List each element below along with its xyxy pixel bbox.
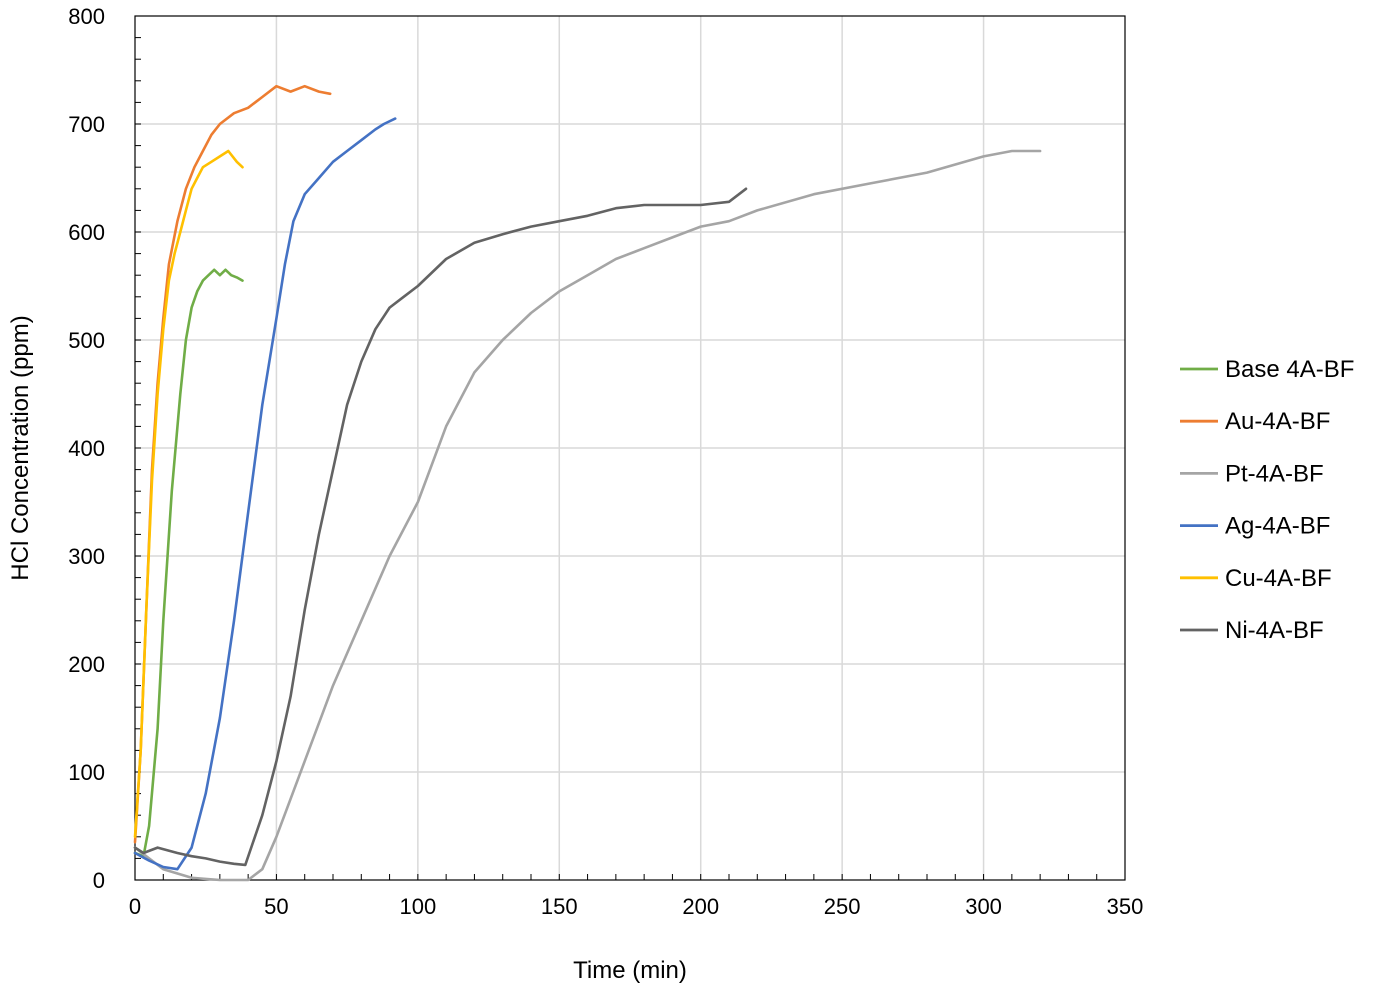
x-axis-title: Time (min) xyxy=(573,957,687,984)
x-tick-label: 300 xyxy=(965,894,1002,919)
legend-item: Pt-4A-BF xyxy=(1180,460,1324,487)
y-tick-label: 800 xyxy=(68,4,105,29)
series-layer xyxy=(133,84,1042,882)
y-tick-label: 700 xyxy=(68,112,105,137)
legend-item: Ni-4A-BF xyxy=(1180,617,1324,644)
y-tick-label: 100 xyxy=(68,760,105,785)
legend-item: Au-4A-BF xyxy=(1180,408,1330,435)
y-axis-title: HCl Concentration (ppm) xyxy=(7,315,34,580)
legend-item: Cu-4A-BF xyxy=(1180,565,1332,592)
y-axis-tick-labels: 0 100 200 300 400 500 600 700 800 xyxy=(68,4,105,893)
legend-label: Ni-4A-BF xyxy=(1225,617,1324,644)
legend-item: Ag-4A-BF xyxy=(1180,513,1330,540)
series-line-0 xyxy=(133,268,244,858)
y-tick-label: 200 xyxy=(68,652,105,677)
series-line-3 xyxy=(133,117,397,871)
y-tick-label: 300 xyxy=(68,544,105,569)
x-tick-label: 100 xyxy=(399,894,436,919)
y-tick-label: 600 xyxy=(68,220,105,245)
legend-label: Au-4A-BF xyxy=(1225,408,1330,435)
legend-item: Base 4A-BF xyxy=(1180,356,1354,383)
x-tick-label: 200 xyxy=(682,894,719,919)
x-tick-label: 250 xyxy=(824,894,861,919)
legend: Base 4A-BF Au-4A-BF Pt-4A-BF Ag-4A-BF Cu-4A-… xyxy=(1180,356,1354,644)
legend-label: Pt-4A-BF xyxy=(1225,460,1324,487)
x-tick-label: 50 xyxy=(264,894,288,919)
series-line-2 xyxy=(133,149,1042,882)
y-tick-label: 0 xyxy=(93,868,105,893)
x-tick-label: 150 xyxy=(541,894,578,919)
series-line-4 xyxy=(133,149,244,839)
grid-lines xyxy=(135,16,1125,880)
x-tick-label: 0 xyxy=(129,894,141,919)
legend-label: Base 4A-BF xyxy=(1225,356,1354,383)
series-line-1 xyxy=(133,84,332,844)
y-tick-label: 400 xyxy=(68,436,105,461)
legend-label: Cu-4A-BF xyxy=(1225,565,1332,592)
series-line-5 xyxy=(133,187,748,867)
x-tick-label: 350 xyxy=(1107,894,1144,919)
x-axis-tick-labels: 0 50 100 150 200 250 300 350 xyxy=(129,894,1143,919)
y-tick-label: 500 xyxy=(68,328,105,353)
legend-label: Ag-4A-BF xyxy=(1225,513,1330,540)
